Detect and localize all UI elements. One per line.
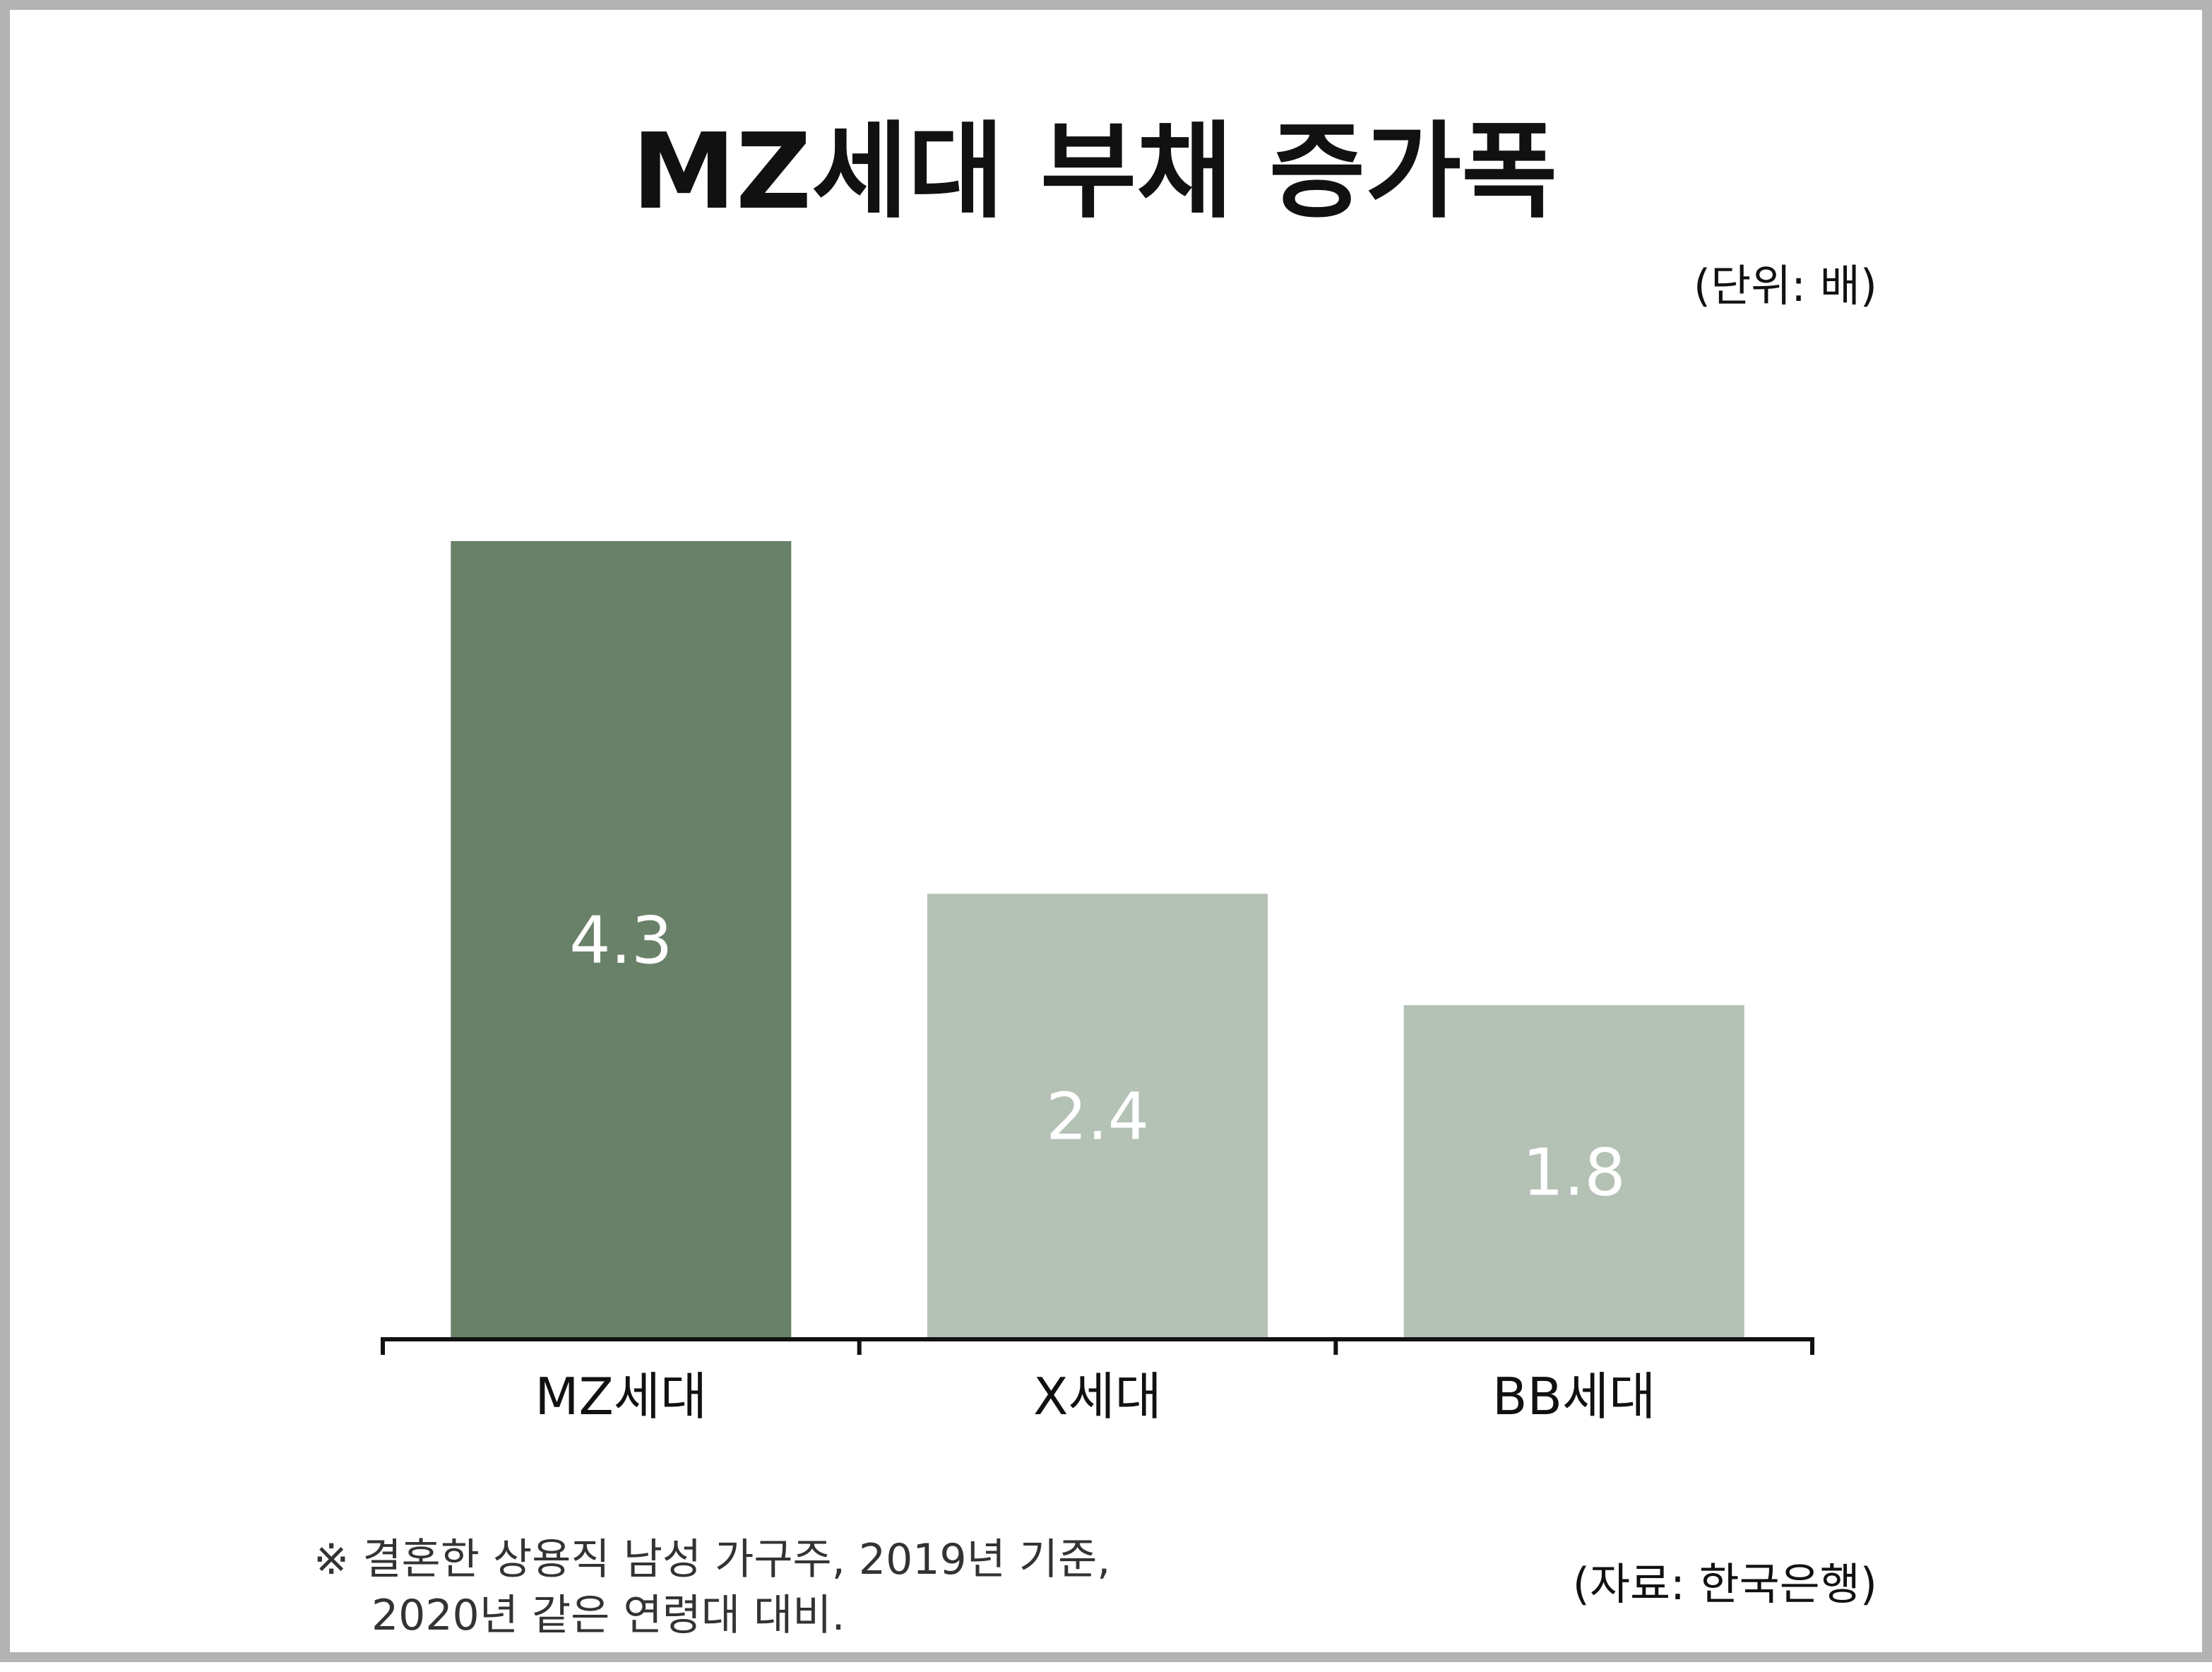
bar-value-label-2: 2.4 <box>1046 1079 1149 1155</box>
footnote-line-2: 2020년 같은 연령대 대비. <box>371 1591 845 1640</box>
footnote-line-1: ※ 결혼한 상용직 남성 가구주, 2019년 기준, <box>314 1535 1110 1584</box>
x-axis: MZ세대 X세대 BB세대 <box>381 1337 1814 1426</box>
bar-1 <box>451 541 792 1339</box>
bar-value-label-3: 1.8 <box>1523 1135 1626 1211</box>
bar-value-label-1: 4.3 <box>569 903 672 978</box>
category-label-2: X세대 <box>1033 1367 1162 1426</box>
category-label-3: BB세대 <box>1492 1367 1655 1426</box>
source-label: (자료: 한국은행) <box>1573 1558 1877 1610</box>
bar-3 <box>1403 1005 1744 1339</box>
chart-title: MZ세대 부채 증가폭 <box>632 111 1558 232</box>
bars-group: 4.3 2.4 1.8 <box>451 541 1744 1339</box>
category-label-1: MZ세대 <box>535 1367 707 1426</box>
bar-chart: MZ세대 부채 증가폭 (단위: 배) 4.3 2.4 1.8 MZ세대 X세대 BB세… <box>314 111 1877 1640</box>
bar-2 <box>927 894 1268 1339</box>
unit-label: (단위: 배) <box>1694 260 1877 312</box>
